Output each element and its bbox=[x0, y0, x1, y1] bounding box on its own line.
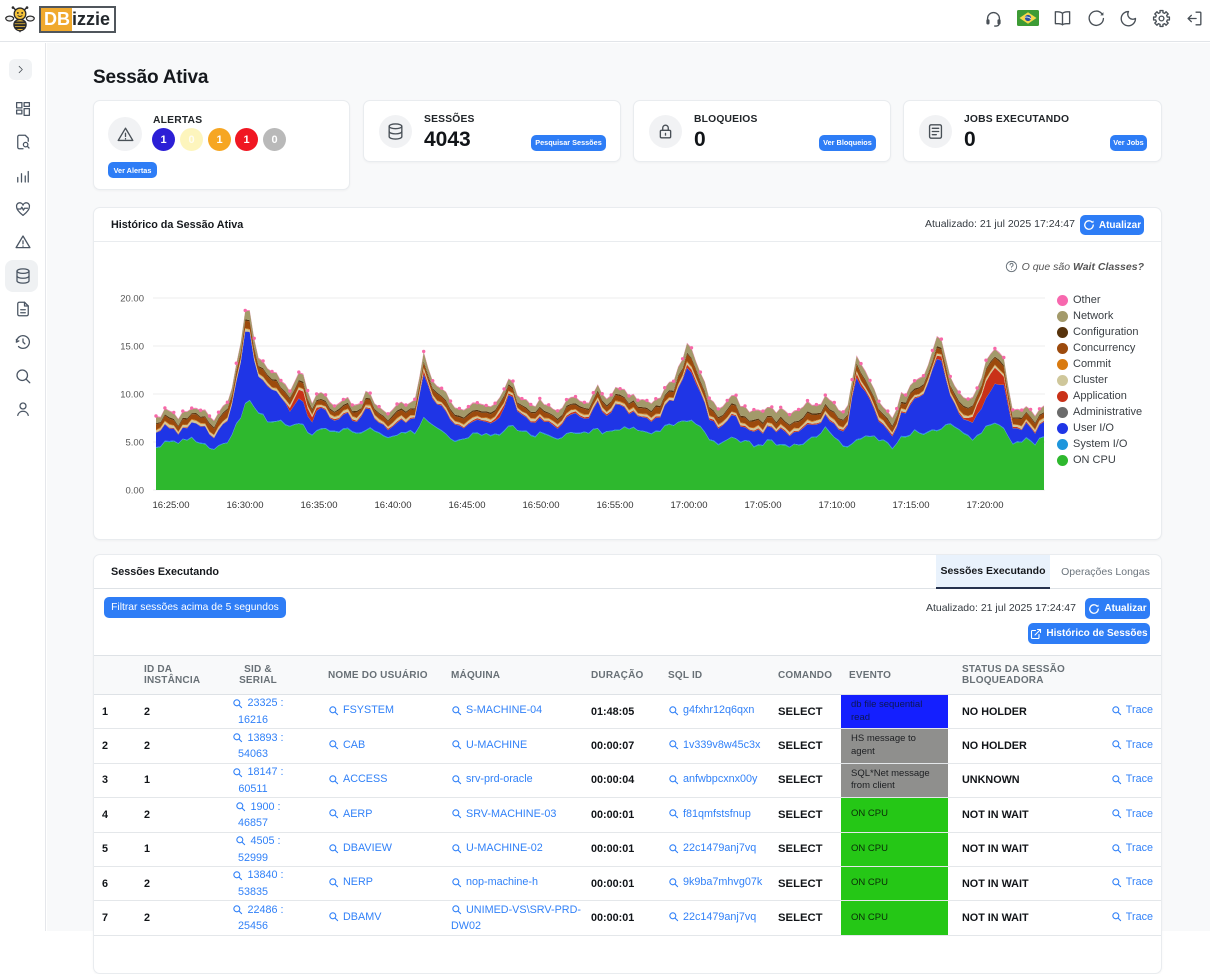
svg-text:17:15:00: 17:15:00 bbox=[893, 500, 930, 511]
svg-text:17:10:00: 17:10:00 bbox=[819, 500, 856, 511]
svg-text:16:30:00: 16:30:00 bbox=[227, 500, 264, 511]
svg-text:16:40:00: 16:40:00 bbox=[375, 500, 412, 511]
svg-text:17:00:00: 17:00:00 bbox=[671, 500, 708, 511]
svg-text:20.00: 20.00 bbox=[120, 294, 144, 305]
svg-text:17:20:00: 17:20:00 bbox=[967, 500, 1004, 511]
svg-text:17:05:00: 17:05:00 bbox=[745, 500, 782, 511]
svg-text:15.00: 15.00 bbox=[120, 342, 144, 353]
svg-text:16:45:00: 16:45:00 bbox=[449, 500, 486, 511]
svg-text:16:35:00: 16:35:00 bbox=[301, 500, 338, 511]
svg-text:16:25:00: 16:25:00 bbox=[153, 500, 190, 511]
svg-text:16:55:00: 16:55:00 bbox=[597, 500, 634, 511]
svg-text:16:50:00: 16:50:00 bbox=[523, 500, 560, 511]
svg-text:10.00: 10.00 bbox=[120, 390, 144, 401]
svg-text:5.00: 5.00 bbox=[126, 438, 145, 449]
svg-text:0.00: 0.00 bbox=[126, 486, 145, 497]
